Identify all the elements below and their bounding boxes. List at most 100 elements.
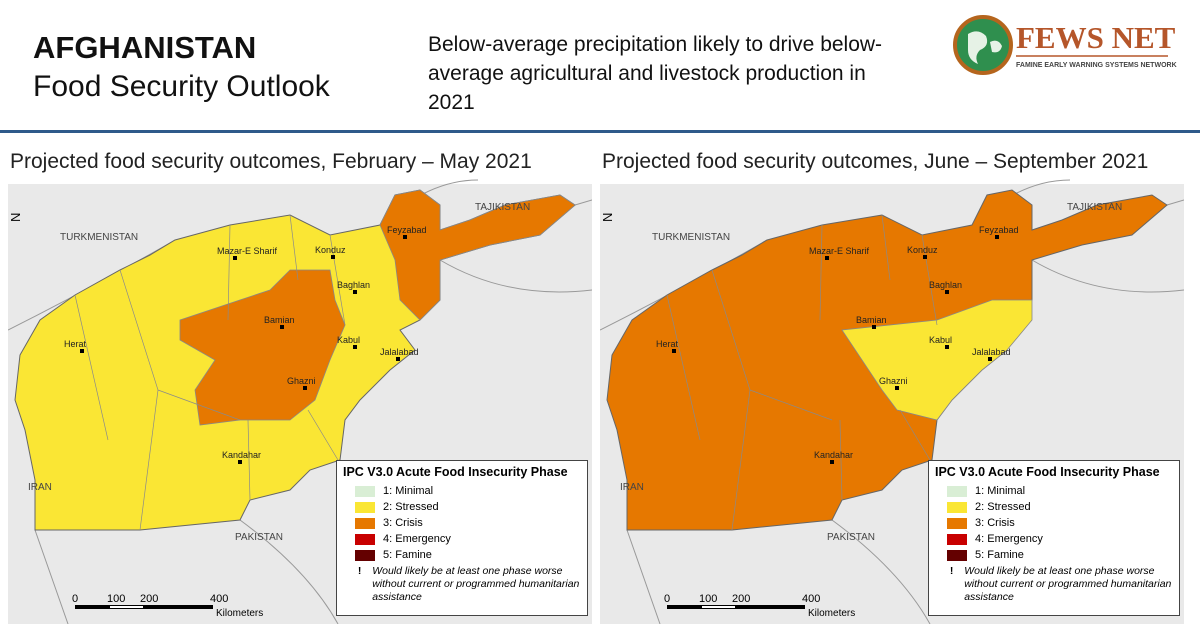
legend-note: ! Would likely be at least one phase wors… [935, 565, 1173, 604]
legend-item: 3: Crisis [343, 515, 581, 531]
city-label: Bamian [264, 315, 295, 325]
country-label: PAKISTAN [235, 532, 283, 543]
country-label: TURKMENISTAN [60, 232, 138, 243]
legend-swatch [355, 517, 375, 529]
legend: IPC V3.0 Acute Food Insecurity Phase 1: M… [336, 460, 588, 616]
header-rule [0, 130, 1200, 133]
note-text: Would likely be at least one phase worse… [964, 565, 1172, 603]
scale-bar-gap [110, 606, 143, 608]
logo-name: FEWS NET [1016, 20, 1176, 55]
scale-bar-gap [702, 606, 735, 608]
legend-item: 1: Minimal [343, 483, 581, 499]
legend-item: 4: Emergency [935, 531, 1173, 547]
city-label: Feyzabad [979, 225, 1019, 235]
city-label: Kandahar [814, 450, 853, 460]
province-borders [666, 214, 938, 531]
legend-label: 1: Minimal [975, 485, 1026, 497]
city-label: Ghazni [287, 376, 316, 386]
map: Projected food security outcomes, Februa… [8, 150, 592, 624]
map-panel: Projected food security outcomes, June –… [600, 140, 1184, 624]
legend-label: 2: Stressed [383, 501, 439, 513]
country-label: TAJIKISTAN [475, 202, 530, 213]
city-label: Mazar-E Sharif [809, 246, 870, 256]
legend-swatch [355, 533, 375, 545]
scale-bar [75, 605, 213, 609]
city-label: Kandahar [222, 450, 261, 460]
city-marker [830, 460, 834, 464]
city-marker [945, 290, 949, 294]
country-label: PAKISTAN [827, 532, 875, 543]
scale-label: 400 [802, 593, 820, 605]
legend-swatch [355, 485, 375, 497]
city-label: Kabul [337, 335, 360, 345]
city-label: Konduz [315, 245, 346, 255]
legend-item: 2: Stressed [935, 499, 1173, 515]
map-title: Projected food security outcomes, June –… [602, 150, 1148, 173]
city-marker [923, 255, 927, 259]
note-text: Would likely be at least one phase worse… [372, 565, 580, 603]
city-marker [233, 256, 237, 260]
scale-label: 200 [140, 593, 158, 605]
logo-tagline: FAMINE EARLY WARNING SYSTEMS NETWORK [1016, 62, 1177, 69]
note-marker: ! [949, 565, 954, 577]
north-arrow: N [8, 213, 23, 222]
country-label: TAJIKISTAN [1067, 202, 1122, 213]
legend-label: 5: Famine [383, 549, 432, 561]
city-marker [238, 460, 242, 464]
city-label: Kabul [929, 335, 952, 345]
legend-swatch [355, 501, 375, 513]
city-marker [353, 290, 357, 294]
city-marker [80, 349, 84, 353]
scale-bar [667, 605, 805, 609]
map: Projected food security outcomes, June –… [600, 150, 1184, 624]
logo-land [968, 31, 1002, 64]
scale-label: 200 [732, 593, 750, 605]
north-arrow: N [600, 213, 615, 222]
report-title: Food Security Outlook [33, 70, 330, 103]
city-marker [672, 349, 676, 353]
city-marker [895, 386, 899, 390]
crisis-area [379, 189, 576, 321]
scale-unit: Kilometers [808, 608, 855, 619]
map-panel: Projected food security outcomes, Februa… [8, 140, 592, 624]
legend-item: 1: Minimal [935, 483, 1173, 499]
city-label: Herat [656, 339, 679, 349]
scale-unit: Kilometers [216, 608, 263, 619]
legend-label: 1: Minimal [383, 485, 434, 497]
city-marker [353, 345, 357, 349]
scale-label: 100 [107, 593, 125, 605]
scale-label: 0 [72, 593, 78, 605]
note-marker: ! [357, 565, 362, 577]
legend-label: 2: Stressed [975, 501, 1031, 513]
country-label: IRAN [620, 482, 644, 493]
country-label: TURKMENISTAN [652, 232, 730, 243]
city-marker [995, 235, 999, 239]
legend-swatch [947, 549, 967, 561]
legend-item: 5: Famine [343, 547, 581, 563]
legend-item: 3: Crisis [935, 515, 1173, 531]
legend-label: 3: Crisis [975, 517, 1015, 529]
legend-title: IPC V3.0 Acute Food Insecurity Phase [343, 465, 568, 479]
legend-label: 4: Emergency [975, 533, 1043, 545]
city-label: Jalalabad [380, 347, 419, 357]
legend-item: 5: Famine [935, 547, 1173, 563]
province-borders [74, 214, 346, 531]
legend-swatch [355, 549, 375, 561]
city-marker [825, 256, 829, 260]
summary: Below-average precipitation likely to dr… [428, 33, 883, 114]
country: AFGHANISTAN [33, 30, 257, 65]
city-marker [403, 235, 407, 239]
city-label: Baghlan [337, 280, 370, 290]
city-marker [331, 255, 335, 259]
legend-label: 4: Emergency [383, 533, 451, 545]
stressed-area [841, 299, 1033, 421]
city-marker [988, 357, 992, 361]
legend-swatch [947, 533, 967, 545]
legend-note: ! Would likely be at least one phase wors… [343, 565, 581, 604]
map-title: Projected food security outcomes, Februa… [10, 150, 532, 173]
city-label: Herat [64, 339, 87, 349]
city-label: Feyzabad [387, 225, 427, 235]
scale-label: 100 [699, 593, 717, 605]
legend-item: 2: Stressed [343, 499, 581, 515]
